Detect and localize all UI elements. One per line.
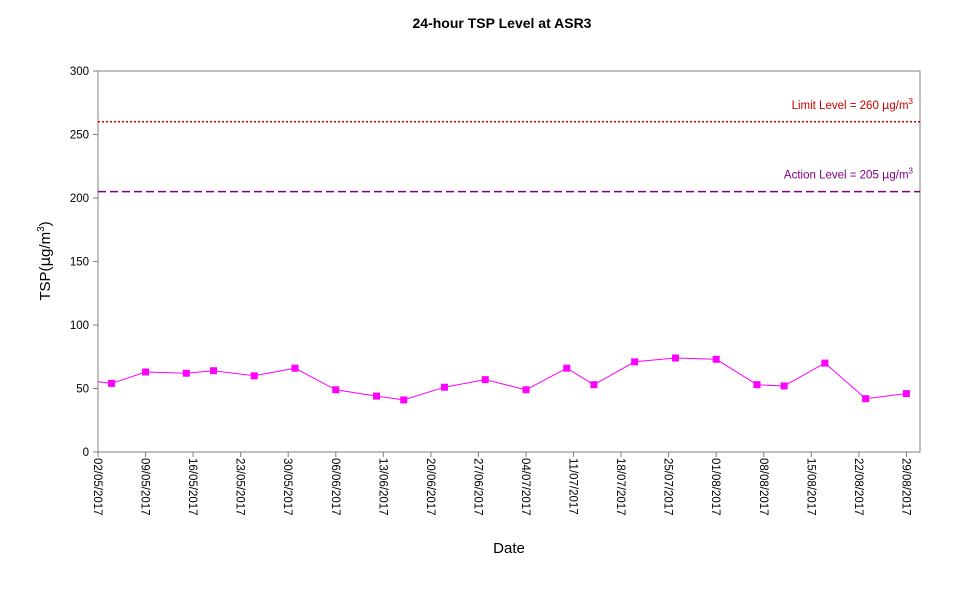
x-tick-label: 11/07/2017	[567, 458, 579, 515]
plot-area	[97, 70, 921, 453]
y-tick-label: 200	[70, 193, 89, 205]
data-point	[563, 364, 571, 372]
data-point	[332, 386, 340, 394]
x-tick-label: 08/08/2017	[757, 458, 769, 516]
y-axis-label-close: )	[37, 221, 54, 226]
x-tick-label: 20/06/2017	[424, 458, 436, 516]
data-point	[753, 381, 761, 389]
reference-line-label-part: 3	[909, 97, 914, 106]
data-point	[108, 379, 116, 387]
reference-line-label-part: g/m	[889, 170, 908, 182]
x-tick-label: 04/07/2017	[519, 458, 531, 516]
x-tick-label: 29/08/2017	[899, 458, 911, 516]
data-point	[291, 364, 299, 372]
reference-line-label-part: g/m	[889, 100, 908, 112]
x-tick-label: 25/07/2017	[662, 458, 674, 516]
reference-line-label-part: Action Level = 205	[784, 170, 882, 182]
data-point	[440, 383, 448, 391]
x-tick-label: 18/07/2017	[614, 458, 626, 516]
x-tick-label: 09/05/2017	[139, 458, 151, 516]
data-point	[821, 359, 829, 367]
reference-line-label: Limit Level = 260 μg/m3	[792, 97, 914, 112]
reference-line-label-part: Limit Level = 260	[792, 100, 882, 112]
y-tick-label: 50	[76, 384, 89, 396]
x-tick-label: 02/05/2017	[91, 458, 103, 516]
reference-line-label-part: μ	[882, 98, 890, 112]
data-point	[209, 367, 217, 375]
data-point	[373, 392, 381, 400]
data-point	[400, 396, 408, 404]
y-tick-label: 300	[70, 66, 89, 78]
x-tick-label: 30/05/2017	[281, 458, 293, 516]
x-axis: 02/05/2017 09/05/2017 16/05/2017 23/05/2017…	[91, 452, 911, 516]
x-tick-label: 13/06/2017	[376, 458, 388, 516]
reference-line-label: Action Level = 205 μg/m3	[784, 167, 914, 182]
y-axis-label-sup: 3	[36, 226, 47, 232]
data-point	[590, 381, 598, 389]
data-point	[182, 369, 190, 377]
data-point	[631, 358, 639, 366]
x-tick-label: 06/06/2017	[329, 458, 341, 516]
data-point	[671, 354, 679, 362]
x-axis-label: Date	[493, 540, 525, 557]
data-point	[522, 386, 530, 394]
data-point	[250, 372, 258, 380]
data-point	[780, 382, 788, 390]
data-point	[481, 376, 489, 384]
x-tick-label: 23/05/2017	[234, 458, 246, 516]
reference-line-label-part: μ	[882, 168, 890, 182]
reference-line-label-part: 3	[909, 167, 914, 176]
data-point	[712, 355, 720, 363]
y-tick-label: 150	[70, 257, 89, 269]
y-tick-label: 250	[70, 130, 89, 142]
data-point	[862, 395, 870, 403]
series-line	[98, 357, 907, 401]
data-point	[142, 368, 150, 376]
y-axis-label-base: TSP(	[37, 266, 54, 300]
x-tick-label: 27/06/2017	[471, 458, 483, 516]
x-tick-label: 22/08/2017	[852, 458, 864, 516]
y-axis-label-unit: g/m	[37, 232, 54, 257]
chart-title: 24-hour TSP Level at ASR3	[413, 15, 592, 31]
y-axis-label: TSP(μg/m3)	[36, 221, 54, 300]
x-tick-label: 01/08/2017	[709, 458, 721, 516]
y-axis-label-mu: μ	[36, 256, 54, 266]
data-point	[902, 390, 910, 398]
x-tick-label: 16/05/2017	[186, 458, 198, 516]
y-axis: 0 50 100 150 200 250 300	[70, 66, 98, 459]
x-tick-label: 15/08/2017	[804, 458, 816, 516]
y-tick-label: 100	[70, 320, 89, 332]
y-tick-label: 0	[83, 447, 89, 459]
series-group	[98, 354, 910, 404]
